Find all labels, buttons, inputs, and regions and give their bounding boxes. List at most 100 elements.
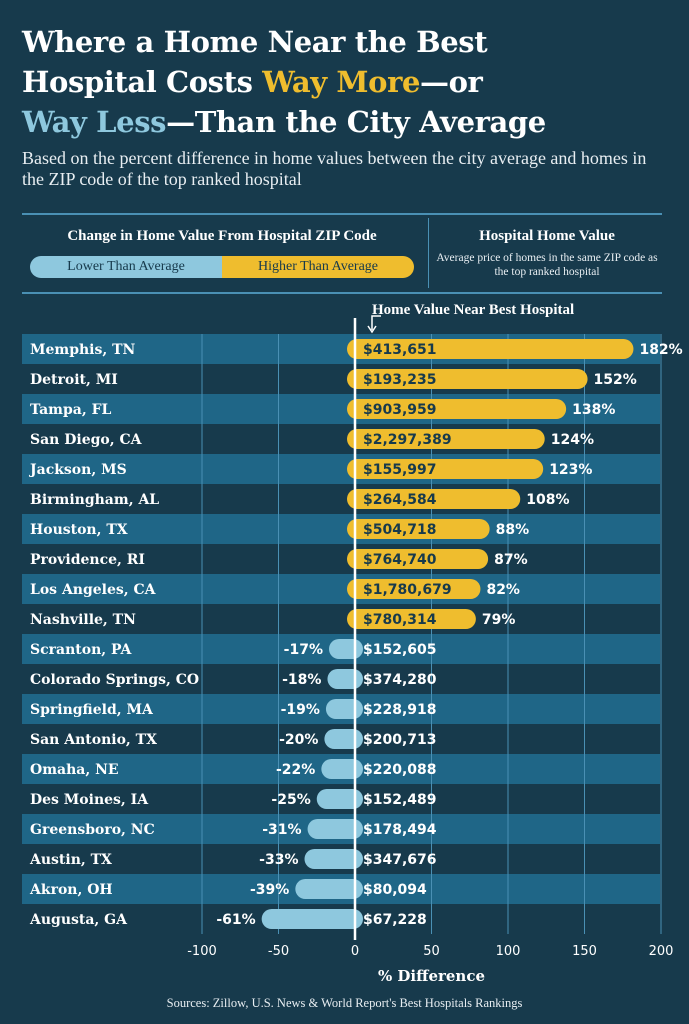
- value-label: -18%: [282, 672, 321, 688]
- marker-arrowhead: [367, 325, 377, 334]
- value-label: 79%: [482, 612, 516, 628]
- home-value-label: $764,740: [363, 552, 437, 568]
- home-value-legend-description: Average price of homes in the same ZIP c…: [436, 252, 658, 278]
- home-value-label: $374,280: [363, 672, 437, 688]
- bar: [347, 549, 489, 569]
- x-tick-label: -50: [268, 944, 289, 959]
- bar: [347, 579, 481, 599]
- legend-title: Change in Home Value From Hospital ZIP C…: [67, 228, 377, 244]
- legend-higher-swatch: Higher Than Average: [222, 256, 414, 278]
- bar: [347, 399, 567, 419]
- home-value-label: $347,676: [363, 852, 437, 868]
- bar: [347, 429, 545, 449]
- bar: [347, 339, 634, 359]
- value-label: -61%: [216, 912, 255, 928]
- category-label: Augusta, GA: [29, 912, 128, 928]
- category-label: Tampa, FL: [30, 402, 112, 418]
- value-label: -19%: [281, 702, 320, 718]
- value-label: 182%: [639, 342, 682, 358]
- title-line-2-start: Hospital Costs: [22, 65, 263, 99]
- value-label: -22%: [276, 762, 315, 778]
- home-value-label: $1,780,679: [363, 582, 452, 598]
- value-label: 152%: [594, 372, 637, 388]
- title-line-3-end: —Than the City Average: [166, 105, 546, 139]
- value-label: -20%: [279, 732, 318, 748]
- row-band: [22, 514, 660, 544]
- bar: [327, 669, 363, 689]
- bar: [321, 759, 363, 779]
- category-label: San Antonio, TX: [30, 732, 157, 748]
- category-label: Memphis, TN: [30, 342, 136, 358]
- row-band: [22, 574, 660, 604]
- marker-arrow: [371, 315, 381, 330]
- home-value-legend-title: Hospital Home Value: [479, 228, 615, 244]
- home-value-label: $67,228: [363, 912, 427, 928]
- bar: [261, 909, 363, 929]
- bar: [295, 879, 363, 899]
- value-label: 138%: [572, 402, 615, 418]
- x-tick-label: -100: [187, 944, 217, 959]
- legend-bottom-divider: [22, 292, 662, 294]
- legend-vertical-divider: [428, 218, 429, 288]
- category-label: Scranton, PA: [30, 642, 133, 658]
- value-label: -17%: [284, 642, 323, 658]
- title-line-1: Where a Home Near the Best: [22, 25, 488, 59]
- value-label: -25%: [271, 792, 310, 808]
- home-value-label: $2,297,389: [363, 432, 452, 448]
- bar: [324, 729, 363, 749]
- bar: [307, 819, 363, 839]
- category-label: Austin, TX: [29, 852, 112, 868]
- category-label: Akron, OH: [29, 882, 113, 898]
- legend-top-divider: [22, 213, 662, 215]
- home-value-label: $155,997: [363, 462, 437, 478]
- value-label: 88%: [496, 522, 530, 538]
- x-tick-label: 0: [351, 944, 359, 959]
- chart-title: Where a Home Near the Best Hospital Cost…: [22, 22, 682, 142]
- home-value-label: $152,489: [363, 792, 437, 808]
- row-band: [22, 454, 660, 484]
- category-label: Providence, RI: [30, 552, 145, 568]
- title-line-2-end: —or: [420, 65, 483, 99]
- x-tick-label: 50: [423, 944, 440, 959]
- bar: [347, 519, 490, 539]
- bar: [347, 489, 521, 509]
- home-value-label: $504,718: [363, 522, 437, 538]
- bar: [325, 699, 363, 719]
- bar: [347, 459, 544, 479]
- home-value-label: $780,314: [363, 612, 437, 628]
- value-label: 123%: [549, 462, 592, 478]
- title-highlight-more: Way More: [262, 65, 420, 99]
- value-label: 87%: [494, 552, 528, 568]
- home-value-label: $264,584: [363, 492, 437, 508]
- bar: [347, 369, 588, 389]
- category-label: Des Moines, IA: [30, 792, 149, 808]
- home-value-label: $152,605: [363, 642, 437, 658]
- category-label: Detroit, MI: [30, 372, 118, 388]
- x-tick-label: 100: [496, 944, 521, 959]
- category-label: Springfield, MA: [30, 702, 154, 718]
- category-label: Nashville, TN: [30, 612, 136, 628]
- home-value-label: $220,088: [363, 762, 437, 778]
- title-highlight-less: Way Less: [22, 105, 167, 139]
- bar: [347, 609, 476, 629]
- zero-line-marker-label: Home Value Near Best Hospital: [372, 302, 575, 318]
- category-label: Greensboro, NC: [30, 822, 155, 838]
- category-label: Jackson, MS: [28, 462, 127, 478]
- home-value-label: $80,094: [363, 882, 427, 898]
- value-label: 82%: [486, 582, 520, 598]
- home-value-label: $903,959: [363, 402, 437, 418]
- category-label: Colorado Springs, CO: [30, 672, 199, 688]
- home-value-label: $413,651: [363, 342, 437, 358]
- category-label: Los Angeles, CA: [30, 582, 157, 598]
- chart-subtitle: Based on the percent difference in home …: [22, 148, 647, 189]
- home-value-label: $228,918: [363, 702, 437, 718]
- x-tick-label: 150: [572, 944, 597, 959]
- x-tick-label: 200: [649, 944, 674, 959]
- category-label: Birmingham, AL: [30, 492, 159, 508]
- category-label: San Diego, CA: [30, 432, 143, 448]
- sources-note: Sources: Zillow, U.S. News & World Repor…: [166, 996, 523, 1010]
- value-label: -33%: [259, 852, 298, 868]
- x-axis-label: % Difference: [378, 967, 485, 985]
- home-value-label: $200,713: [363, 732, 437, 748]
